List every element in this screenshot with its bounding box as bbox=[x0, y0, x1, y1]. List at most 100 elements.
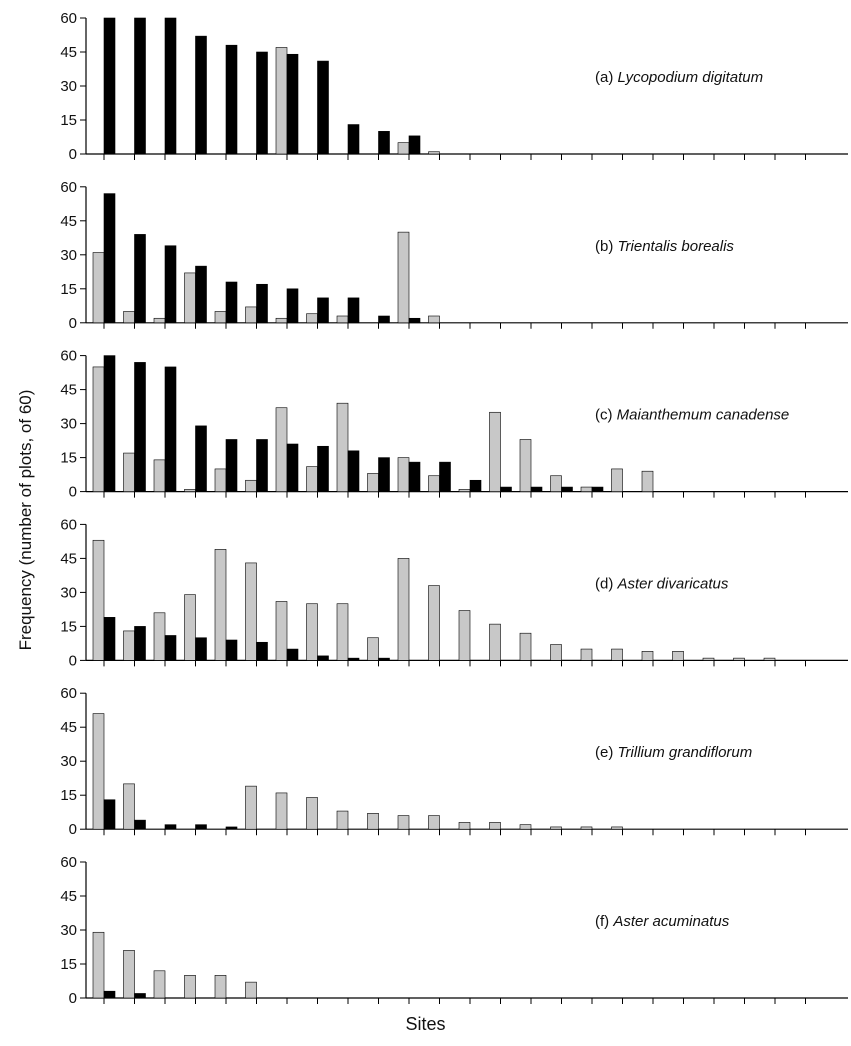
bar-black-site-16 bbox=[561, 486, 573, 492]
bar-gray-site-4 bbox=[184, 594, 196, 661]
bar-black-site-1 bbox=[103, 17, 116, 155]
bar-black-site-14 bbox=[500, 486, 512, 492]
y-tick-label: 30 bbox=[60, 584, 77, 601]
bar-gray-site-1 bbox=[92, 366, 105, 492]
bar-black-site-11 bbox=[408, 461, 421, 492]
bar-black-site-7 bbox=[286, 288, 299, 324]
bar-gray-site-12 bbox=[428, 585, 440, 661]
x-axis-label: Sites bbox=[405, 1014, 446, 1034]
bar-black-site-7 bbox=[286, 53, 299, 155]
bar-gray-site-13 bbox=[458, 822, 471, 830]
bar-gray-site-19 bbox=[641, 470, 654, 492]
y-tick-label: 60 bbox=[60, 10, 77, 27]
y-tick-label: 30 bbox=[60, 247, 77, 264]
bar-black-site-9 bbox=[347, 297, 360, 324]
y-tick-label: 0 bbox=[69, 146, 77, 163]
bar-black-site-4 bbox=[195, 35, 207, 155]
bar-gray-site-20 bbox=[672, 651, 684, 661]
bar-black-site-3 bbox=[164, 366, 177, 492]
bar-gray-site-15 bbox=[519, 439, 532, 492]
bar-gray-site-11 bbox=[397, 457, 410, 492]
y-tick-label: 15 bbox=[60, 787, 77, 804]
panel-title-prefix: (b) bbox=[595, 238, 618, 255]
bar-black-site-5 bbox=[225, 281, 238, 324]
bar-gray-site-11 bbox=[397, 558, 410, 661]
bar-gray-site-4 bbox=[184, 975, 196, 999]
y-tick-label: 30 bbox=[60, 753, 77, 770]
bar-gray-site-7 bbox=[275, 792, 288, 830]
panel-title-prefix: (a) bbox=[595, 69, 618, 86]
bar-black-site-15 bbox=[530, 486, 543, 492]
y-tick-label: 15 bbox=[60, 450, 77, 467]
panel-title-prefix: (e) bbox=[595, 744, 618, 761]
bar-gray-site-11 bbox=[397, 815, 410, 830]
bar-black-site-1 bbox=[103, 799, 116, 830]
bar-black-site-10 bbox=[378, 131, 390, 155]
bar-black-site-6 bbox=[256, 439, 268, 492]
panel-e: 0 15 30 45 60 (e) Trillium grandiflorum bbox=[60, 685, 848, 838]
bar-black-site-17 bbox=[591, 486, 604, 492]
panel-title-prefix: (d) bbox=[595, 575, 618, 592]
y-tick-label: 60 bbox=[60, 685, 77, 702]
bar-black-site-2 bbox=[134, 17, 146, 155]
bar-black-site-9 bbox=[347, 450, 360, 492]
panel-title-prefix: (c) bbox=[595, 407, 617, 424]
bar-gray-site-9 bbox=[336, 315, 349, 324]
y-tick-label: 45 bbox=[60, 888, 77, 905]
bar-gray-site-7 bbox=[275, 407, 288, 492]
bar-black-site-4 bbox=[195, 265, 207, 324]
bar-black-site-1 bbox=[103, 990, 116, 999]
panel-title-species: Maianthemum canadense bbox=[617, 407, 790, 424]
panel-title-species: Aster divaricatus bbox=[617, 575, 729, 592]
y-tick-label: 15 bbox=[60, 956, 77, 973]
y-tick-label: 15 bbox=[60, 281, 77, 298]
panel-title: (c) Maianthemum canadense bbox=[595, 407, 789, 424]
y-axis-label: Frequency (number of plots, of 60) bbox=[16, 389, 35, 651]
bar-gray-site-12 bbox=[428, 151, 440, 155]
bar-black-site-2 bbox=[134, 626, 146, 661]
bar-gray-site-15 bbox=[519, 824, 532, 830]
y-tick-label: 60 bbox=[60, 348, 77, 365]
bar-black-site-10 bbox=[378, 457, 390, 492]
bar-gray-site-5 bbox=[214, 468, 227, 492]
y-tick-label: 45 bbox=[60, 550, 77, 567]
panel-title-prefix: (f) bbox=[595, 913, 613, 930]
panel-title: (f) Aster acuminatus bbox=[595, 913, 730, 930]
bar-gray-site-6 bbox=[245, 479, 257, 492]
bar-black-site-5 bbox=[225, 44, 238, 155]
bar-gray-site-4 bbox=[184, 489, 196, 492]
panel-title-species: Trientalis borealis bbox=[618, 238, 735, 255]
bar-black-site-11 bbox=[408, 317, 421, 324]
bar-black-site-2 bbox=[134, 819, 146, 830]
y-tick-label: 45 bbox=[60, 719, 77, 736]
bar-gray-site-5 bbox=[214, 549, 227, 661]
bar-black-site-4 bbox=[195, 824, 207, 830]
bar-gray-site-11 bbox=[397, 231, 410, 324]
bar-gray-site-8 bbox=[306, 797, 318, 830]
bar-gray-site-2 bbox=[123, 783, 135, 830]
bar-gray-site-2 bbox=[123, 311, 135, 324]
bar-gray-site-10 bbox=[367, 637, 379, 661]
panel-title: (a) Lycopodium digitatum bbox=[595, 69, 763, 86]
bar-gray-site-10 bbox=[367, 813, 379, 830]
bar-gray-site-14 bbox=[489, 623, 501, 661]
bar-gray-site-12 bbox=[428, 475, 440, 492]
bar-gray-site-2 bbox=[123, 950, 135, 999]
bar-black-site-3 bbox=[164, 17, 177, 155]
bar-gray-site-18 bbox=[611, 826, 623, 830]
bar-black-site-7 bbox=[286, 443, 299, 492]
bar-black-site-2 bbox=[134, 362, 146, 492]
y-tick-label: 0 bbox=[69, 990, 77, 1007]
bar-gray-site-3 bbox=[153, 317, 166, 324]
bar-black-site-8 bbox=[317, 655, 329, 661]
bar-gray-site-5 bbox=[214, 311, 227, 324]
y-tick-label: 30 bbox=[60, 922, 77, 939]
bar-gray-site-14 bbox=[489, 822, 501, 830]
y-tick-label: 45 bbox=[60, 44, 77, 61]
bar-black-site-3 bbox=[164, 635, 177, 661]
bar-black-site-9 bbox=[347, 124, 360, 155]
bar-black-site-3 bbox=[164, 824, 177, 830]
y-tick-label: 60 bbox=[60, 179, 77, 196]
bar-gray-site-1 bbox=[92, 539, 105, 661]
bar-black-site-5 bbox=[225, 639, 238, 661]
